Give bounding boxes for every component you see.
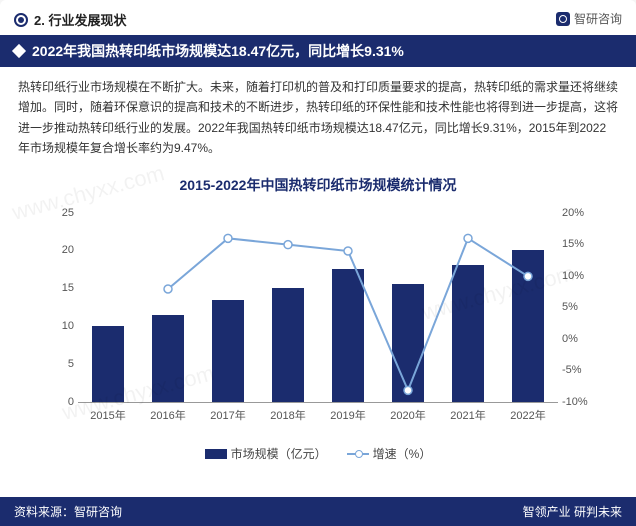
y-right-tick: 20% bbox=[562, 207, 596, 219]
y-left-tick: 5 bbox=[48, 358, 74, 370]
y-left-tick: 20 bbox=[48, 244, 74, 256]
legend-line-icon bbox=[347, 453, 369, 455]
source-right: 智领产业 研判未来 bbox=[523, 503, 622, 520]
y-left-tick: 0 bbox=[48, 396, 74, 408]
body-text: 热转印纸行业市场规模在不断扩大。未来，随着打印机的普及和打印质量要求的提高，热转… bbox=[0, 67, 636, 169]
section-title: 2. 行业发展现状 bbox=[34, 10, 126, 29]
y-left-tick: 15 bbox=[48, 282, 74, 294]
line-point bbox=[284, 240, 292, 248]
legend-line-label: 增速（%） bbox=[373, 447, 432, 461]
y-left-tick: 10 bbox=[48, 320, 74, 332]
x-label: 2021年 bbox=[450, 407, 485, 423]
source-bar: 资料来源：智研咨询 智领产业 研判未来 bbox=[0, 497, 636, 526]
legend-bar-icon bbox=[205, 449, 227, 459]
brand: 智研咨询 bbox=[556, 10, 622, 27]
x-label: 2015年 bbox=[90, 407, 125, 423]
y-right-tick: 5% bbox=[562, 301, 596, 313]
x-label: 2016年 bbox=[150, 407, 185, 423]
growth-line bbox=[168, 238, 528, 390]
line-point bbox=[404, 386, 412, 394]
y-right-tick: 15% bbox=[562, 238, 596, 250]
section-icon bbox=[14, 13, 28, 27]
line-point bbox=[224, 234, 232, 242]
legend: 市场规模（亿元） 增速（%） bbox=[0, 445, 636, 462]
legend-bar-label: 市场规模（亿元） bbox=[231, 447, 327, 461]
x-label: 2020年 bbox=[390, 407, 425, 423]
x-label: 2017年 bbox=[210, 407, 245, 423]
brand-text: 智研咨询 bbox=[574, 10, 622, 27]
x-label: 2022年 bbox=[510, 407, 545, 423]
source-left: 资料来源：智研咨询 bbox=[14, 503, 122, 520]
chart: 0 5 10 15 20 25 -10% -5% 0% 5% 10% 15% 20% 2015年 2016… bbox=[38, 203, 598, 443]
x-label: 2019年 bbox=[330, 407, 365, 423]
line-point bbox=[164, 285, 172, 293]
line-point bbox=[344, 247, 352, 255]
y-left-tick: 25 bbox=[48, 207, 74, 219]
line-point bbox=[524, 272, 532, 280]
brand-icon bbox=[556, 12, 570, 26]
chart-title: 2015-2022年中国热转印纸市场规模统计情况 bbox=[0, 175, 636, 195]
line-point bbox=[464, 234, 472, 242]
y-right-tick: 10% bbox=[562, 270, 596, 282]
y-right-tick: -5% bbox=[562, 364, 596, 376]
y-right-tick: 0% bbox=[562, 333, 596, 345]
banner-text: 2022年我国热转印纸市场规模达18.47亿元，同比增长9.31% bbox=[32, 41, 404, 61]
banner: 2022年我国热转印纸市场规模达18.47亿元，同比增长9.31% bbox=[0, 35, 636, 67]
diamond-icon bbox=[12, 44, 26, 58]
x-label: 2018年 bbox=[270, 407, 305, 423]
y-right-tick: -10% bbox=[562, 396, 596, 408]
